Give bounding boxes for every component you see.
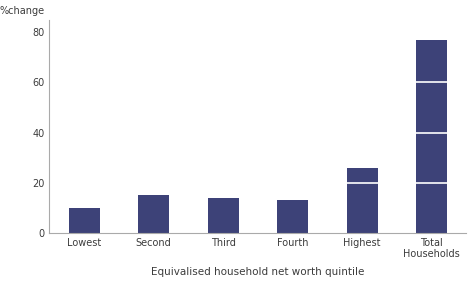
Bar (208, 198, 239, 233)
X-axis label: Equivalised household net worth quintile: Equivalised household net worth quintile (151, 267, 365, 277)
Bar (68, 208, 100, 233)
Bar (346, 168, 378, 233)
Bar (416, 183, 447, 233)
Bar (416, 132, 447, 183)
Bar (416, 82, 447, 132)
Text: %change: %change (0, 6, 44, 16)
Bar (138, 195, 169, 233)
Bar (416, 40, 447, 82)
Bar (277, 200, 308, 233)
